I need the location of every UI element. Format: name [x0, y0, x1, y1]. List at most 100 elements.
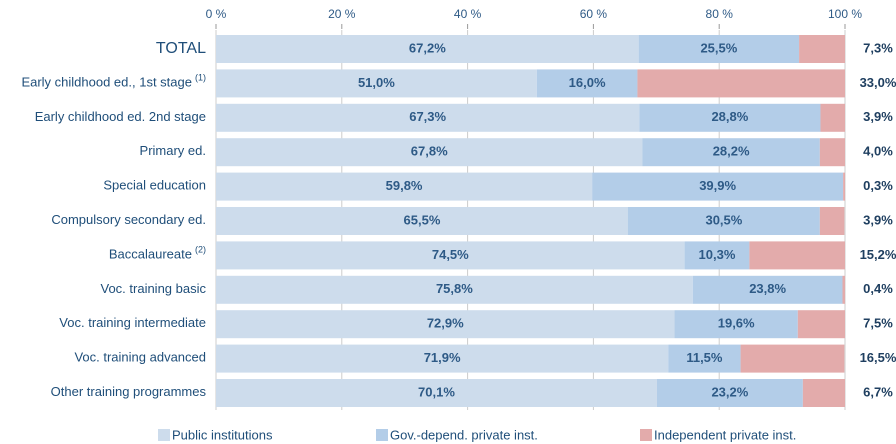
value-label: 25,5%: [700, 40, 737, 55]
category-label: TOTAL: [156, 40, 206, 57]
bar-segment: [216, 103, 640, 132]
bar-segment: [642, 138, 820, 167]
category-text: TOTAL: [156, 40, 206, 57]
category-label: Voc. training basic: [100, 281, 206, 296]
value-label: 19,6%: [718, 316, 755, 331]
category-text: Voc. training advanced: [74, 350, 206, 365]
bar-segment: [216, 275, 693, 304]
value-label: 3,9%: [863, 109, 893, 124]
value-label: 51,0%: [358, 75, 395, 90]
category-note: (1): [195, 73, 206, 83]
legend-label: Public institutions: [172, 427, 273, 442]
category-text: Voc. training intermediate: [59, 316, 206, 331]
bar-segment: [592, 172, 844, 201]
bar-segment: [216, 344, 669, 373]
value-label: 23,2%: [711, 384, 748, 399]
x-tick-label: 40 %: [454, 7, 482, 21]
bar-segment: [638, 35, 800, 63]
category-label: Voc. training intermediate: [59, 316, 206, 331]
bar-segment: [797, 310, 845, 339]
bar-segment: [692, 275, 843, 304]
value-label: 7,3%: [863, 40, 893, 55]
category-text: Baccalaureate: [109, 247, 192, 262]
category-text: Special education: [103, 178, 206, 193]
value-label: 11,5%: [686, 350, 723, 365]
x-tick-label: 100 %: [828, 7, 862, 21]
value-label: 10,3%: [699, 247, 736, 262]
value-label: 67,3%: [409, 109, 446, 124]
value-label: 71,9%: [424, 350, 461, 365]
value-label: 16,5%: [860, 350, 896, 365]
bar-segment: [799, 35, 845, 63]
value-label: 39,9%: [699, 178, 736, 193]
x-tick-label: 60 %: [580, 7, 608, 21]
category-note: (2): [195, 245, 206, 255]
value-label: 75,8%: [436, 281, 473, 296]
bar-segment: [216, 379, 657, 407]
value-label: 59,8%: [386, 178, 423, 193]
category-text: Other training programmes: [51, 384, 207, 399]
category-text: Primary ed.: [140, 144, 206, 159]
category-label: Compulsory secondary ed.: [51, 212, 206, 227]
category-label: Primary ed.: [140, 144, 206, 159]
value-label: 28,8%: [711, 109, 748, 124]
bar-segment: [842, 275, 845, 304]
value-label: 4,0%: [863, 144, 893, 159]
x-tick-label: 0 %: [206, 7, 227, 21]
value-label: 33,0%: [860, 75, 896, 90]
bar-segment: [216, 69, 537, 98]
value-label: 3,9%: [863, 212, 893, 227]
x-tick-label: 80 %: [706, 7, 734, 21]
bar-segment: [216, 207, 628, 235]
legend-swatch: [376, 429, 388, 441]
value-label: 67,8%: [411, 144, 448, 159]
bar-segment: [216, 310, 675, 339]
bar-segment: [639, 103, 821, 132]
bar-segment: [536, 69, 638, 98]
value-label: 70,1%: [418, 384, 455, 399]
value-label: 74,5%: [432, 247, 469, 262]
bar-segment: [656, 379, 803, 407]
category-label: Voc. training advanced: [74, 350, 206, 365]
value-label: 6,7%: [863, 384, 893, 399]
bar-segment: [820, 103, 845, 132]
bar-segment: [668, 344, 741, 373]
legend-swatch: [158, 429, 170, 441]
value-label: 0,3%: [863, 178, 893, 193]
legend-swatch: [640, 429, 652, 441]
bar-segment: [627, 207, 820, 235]
bar-segment: [802, 379, 845, 407]
bar-segment: [216, 172, 593, 201]
category-text: Voc. training basic: [100, 281, 206, 296]
value-label: 23,8%: [749, 281, 786, 296]
bar-segment: [684, 241, 750, 270]
value-label: 7,5%: [863, 316, 893, 331]
legend-label: Independent private inst.: [654, 427, 796, 442]
value-label: 67,2%: [409, 40, 446, 55]
bar-segment: [843, 172, 845, 201]
value-label: 30,5%: [705, 212, 742, 227]
category-text: Compulsory secondary ed.: [51, 212, 206, 227]
bar-segment: [740, 344, 845, 373]
category-text: Early childhood ed., 1st stage: [21, 75, 192, 90]
category-label: Early childhood ed., 1st stage (1): [21, 73, 206, 90]
value-label: 65,5%: [404, 212, 441, 227]
bar-segment: [216, 241, 685, 270]
bar-segment: [216, 138, 643, 167]
bar-segment: [216, 35, 639, 63]
value-label: 0,4%: [863, 281, 893, 296]
category-label: Early childhood ed. 2nd stage: [35, 109, 206, 124]
category-label: Baccalaureate (2): [109, 245, 206, 262]
bar-segment: [819, 207, 845, 235]
bar-segment: [819, 138, 845, 167]
value-label: 72,9%: [427, 316, 464, 331]
value-label: 16,0%: [569, 75, 606, 90]
value-label: 28,2%: [713, 144, 750, 159]
bar-segment: [749, 241, 845, 270]
value-label: 15,2%: [860, 247, 896, 262]
bar-segment: [637, 69, 845, 98]
category-label: Other training programmes: [51, 384, 207, 399]
legend-label: Gov.-depend. private inst.: [390, 427, 538, 442]
bar-segment: [674, 310, 798, 339]
